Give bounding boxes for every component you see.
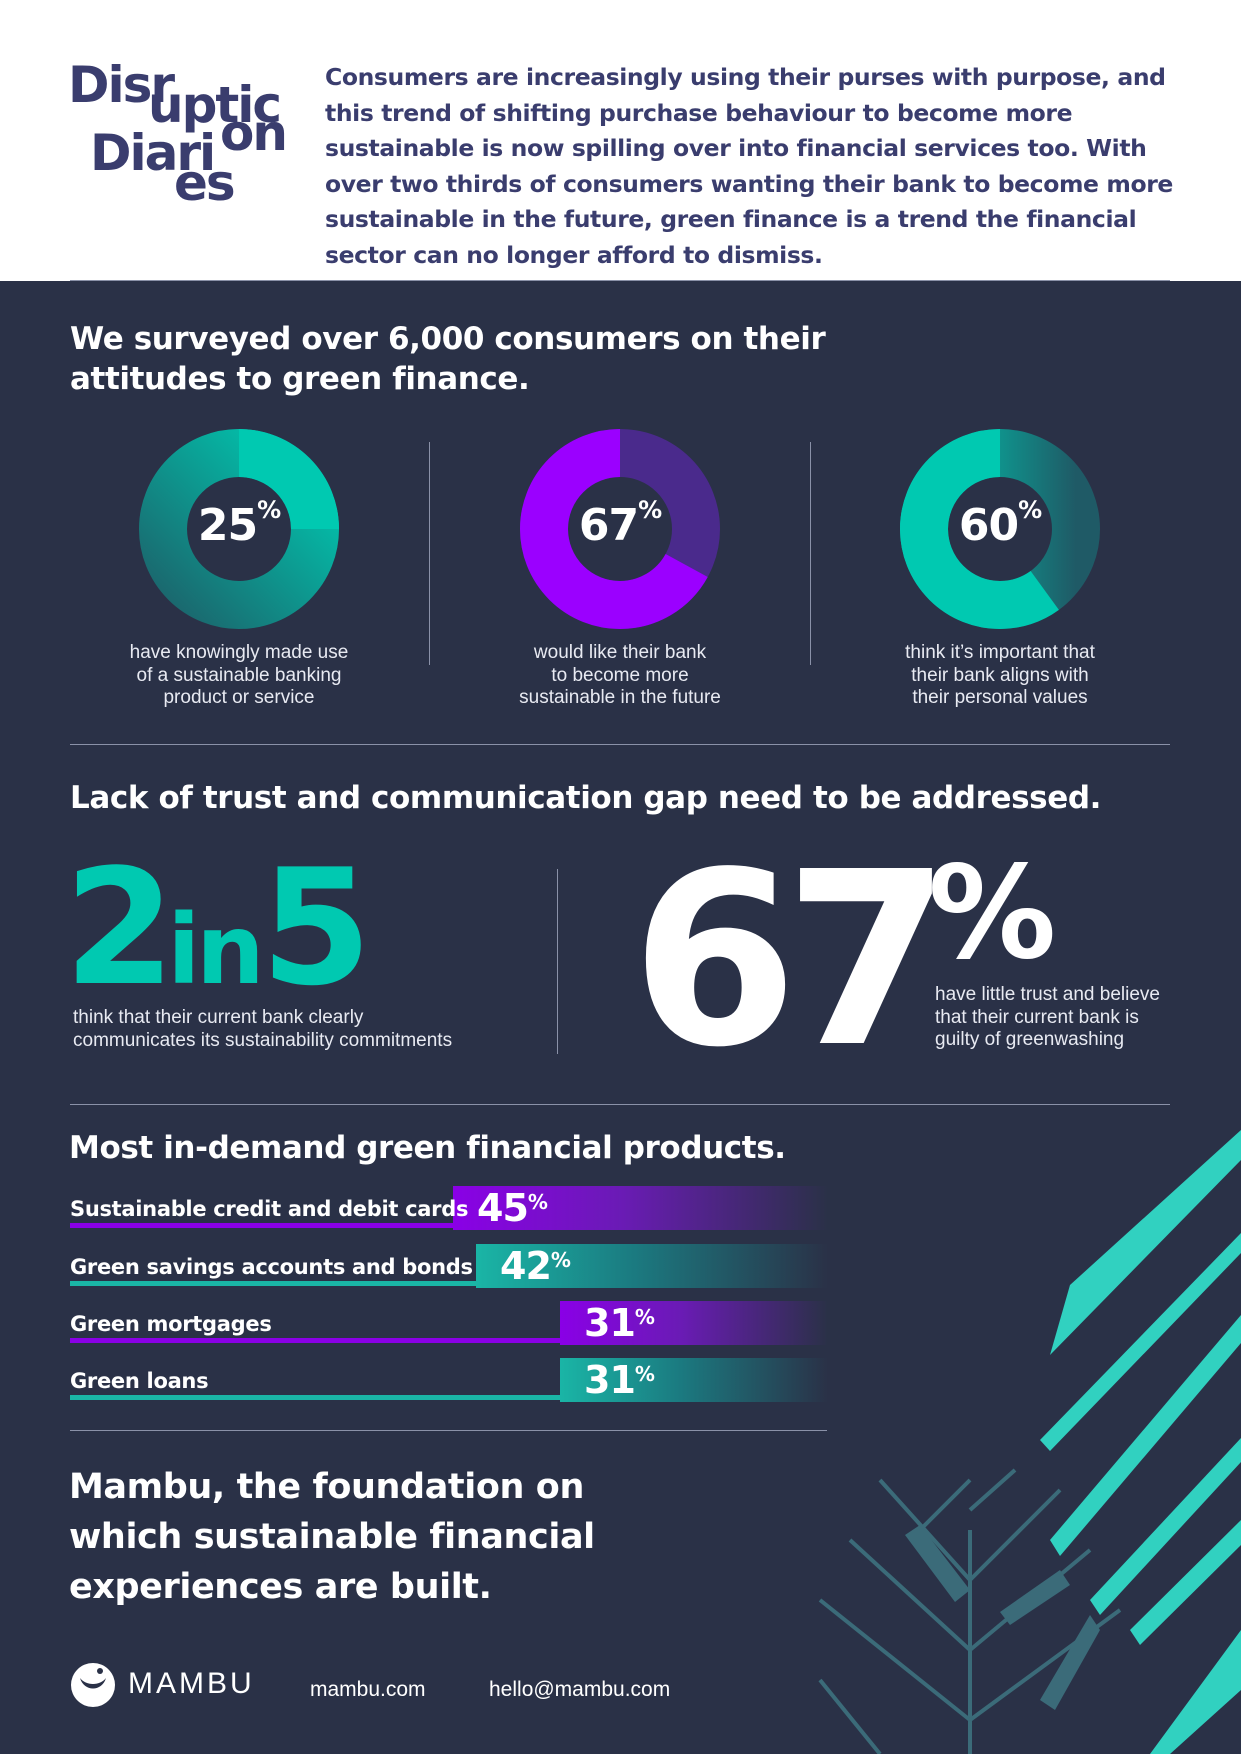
divider: [70, 1430, 827, 1431]
product-value-unit: %: [527, 1190, 548, 1214]
disruption-diaries-logo: Disr uptic on Diari es: [68, 56, 288, 212]
product-bar: [560, 1358, 828, 1402]
product-bar-line: [70, 1281, 476, 1286]
closing-statement: Mambu, the foundation on which sustainab…: [69, 1462, 595, 1612]
logo-text: on: [220, 104, 288, 162]
stat-number: 60: [958, 500, 1019, 551]
mambu-logo-icon: [71, 1663, 115, 1707]
caption-line: sustainable in the future: [519, 687, 721, 708]
product-value-number: 31: [584, 1301, 636, 1345]
desc-line: think that their current bank clearly: [73, 1007, 364, 1028]
product-value-unit: %: [550, 1248, 571, 1272]
caption-line: of a sustainable banking: [136, 664, 342, 686]
stat-caption: would like their bank to become more sus…: [490, 642, 750, 710]
vertical-divider: [810, 442, 811, 665]
sixty-seven-stat: 67: [631, 820, 951, 1100]
stat-unit: %: [1018, 496, 1042, 524]
donut-segment: [900, 429, 1100, 629]
sixty-seven-description: have little trust and believe that their…: [935, 984, 1160, 1052]
product-value: 31%: [584, 1358, 655, 1402]
stat-word: in: [167, 894, 264, 1006]
two-in-five-description: think that their current bank clearly co…: [73, 1007, 452, 1052]
caption-line: have knowingly made use: [129, 642, 349, 663]
product-bar-line: [70, 1223, 453, 1228]
product-bar-line: [70, 1395, 560, 1400]
product-label: Green mortgages: [70, 1312, 272, 1336]
survey-heading: We surveyed over 6,000 consumers on thei…: [70, 319, 826, 399]
stat-value: 60%: [900, 496, 1100, 551]
closing-line: which sustainable financial: [69, 1517, 595, 1557]
email-link[interactable]: hello@mambu.com: [489, 1678, 671, 1701]
mambu-brand: MAMBU: [128, 1667, 255, 1700]
product-bar: [453, 1186, 828, 1230]
product-value: 31%: [584, 1301, 655, 1345]
desc-line: guilty of greenwashing: [935, 1029, 1125, 1050]
caption-line: to become more: [551, 664, 689, 686]
donut-segment: [520, 429, 720, 629]
product-label: Sustainable credit and debit cards: [70, 1197, 469, 1221]
trust-heading: Lack of trust and communication gap need…: [70, 780, 1102, 816]
products-heading: Most in-demand green financial products.: [69, 1130, 786, 1166]
product-bar: [560, 1301, 828, 1345]
product-value: 42%: [500, 1244, 571, 1288]
stat-number: 25: [197, 500, 258, 551]
stat-unit: %: [638, 496, 662, 524]
product-value-number: 45: [477, 1186, 529, 1230]
stat-number: 5: [260, 834, 372, 1021]
caption-line: their personal values: [912, 687, 1088, 708]
header-section: Disr uptic on Diari es Consumers are inc…: [0, 0, 1241, 281]
stat-caption: have knowingly made use of a sustainable…: [109, 642, 369, 710]
caption-line: would like their bank: [533, 642, 707, 663]
survey-heading-line: We surveyed over 6,000 consumers on thei…: [70, 321, 826, 357]
survey-heading-line: attitudes to green finance.: [70, 361, 530, 397]
stat-value: 67%: [520, 496, 720, 551]
logo-text: Disr: [68, 56, 175, 114]
divider: [70, 280, 1170, 281]
percent-sign: %: [928, 839, 1057, 988]
vertical-divider: [429, 442, 430, 665]
product-value-number: 31: [584, 1358, 636, 1402]
product-value-unit: %: [634, 1305, 655, 1329]
desc-line: communicates its sustainability commitme…: [73, 1029, 453, 1051]
closing-line: experiences are built.: [69, 1567, 492, 1607]
product-value-number: 42: [500, 1244, 552, 1288]
two-in-five-stat: 2in5: [64, 848, 372, 1008]
stat-number: 67: [578, 500, 639, 551]
divider: [70, 744, 1170, 745]
stat-caption: think it’s important that their bank ali…: [870, 642, 1130, 710]
logo-text: uptic: [148, 76, 282, 134]
product-bar: [476, 1244, 828, 1288]
donut-chart-67: [520, 429, 720, 629]
caption-line: product or service: [163, 687, 315, 708]
stat-value: 25%: [139, 496, 339, 551]
product-bar-line: [70, 1338, 560, 1343]
desc-line: that their current bank is: [935, 1006, 1139, 1028]
product-label: Green savings accounts and bonds: [70, 1255, 473, 1279]
desc-line: have little trust and believe: [935, 984, 1160, 1005]
stat-number: 2: [64, 834, 175, 1021]
logo-text: Diari: [90, 124, 216, 182]
donut-chart-25: [139, 429, 339, 629]
divider: [70, 1104, 1170, 1105]
stat-unit: %: [257, 496, 281, 524]
product-value-unit: %: [634, 1362, 655, 1386]
closing-line: Mambu, the foundation on: [69, 1467, 584, 1507]
product-label: Green loans: [70, 1369, 209, 1393]
donut-segment: [139, 429, 339, 629]
caption-line: think it’s important that: [905, 642, 1095, 663]
donut-chart-60: [900, 429, 1100, 629]
caption-line: their bank aligns with: [911, 664, 1089, 686]
intro-paragraph: Consumers are increasingly using their p…: [325, 63, 1173, 269]
website-link[interactable]: mambu.com: [310, 1678, 426, 1701]
product-value: 45%: [477, 1186, 548, 1230]
vertical-divider: [557, 869, 558, 1054]
logo-text: es: [174, 154, 236, 212]
